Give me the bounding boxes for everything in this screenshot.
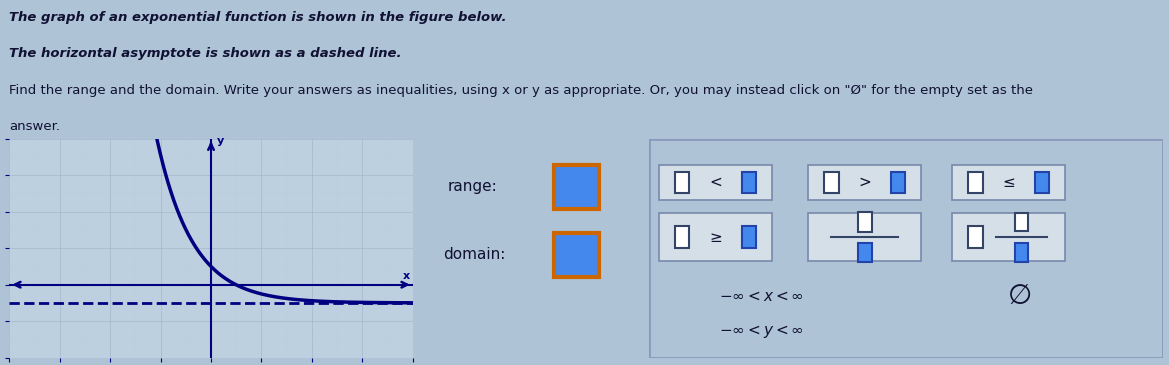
Text: $-\infty < y < \infty$: $-\infty < y < \infty$ [719,323,804,340]
Text: The horizontal asymptote is shown as a dashed line.: The horizontal asymptote is shown as a d… [9,47,402,61]
Text: domain:: domain: [443,247,505,262]
Text: >: > [858,175,871,190]
Bar [742,226,756,248]
Text: x: x [402,271,409,281]
Bar [659,213,773,261]
Text: range:: range: [447,179,497,195]
Text: <: < [710,175,722,190]
Bar [953,165,1065,200]
Text: y: y [217,136,224,146]
Text: $\varnothing$: $\varnothing$ [1007,283,1031,310]
Text: The graph of an exponential function is shown in the figure below.: The graph of an exponential function is … [9,11,507,24]
Bar [1015,243,1029,262]
Bar [659,165,773,200]
Bar [953,213,1065,261]
Bar [824,172,838,193]
Bar [675,172,690,193]
Text: ≤: ≤ [1003,175,1015,190]
Bar [1035,172,1050,193]
Bar [891,172,906,193]
Text: answer.: answer. [9,120,61,134]
Bar [808,213,921,261]
Bar [742,172,756,193]
Bar [858,212,872,232]
Bar [858,243,872,262]
Bar [808,165,921,200]
Text: Find the range and the domain. Write your answers as inequalities, using x or y : Find the range and the domain. Write you… [9,84,1033,97]
Bar [968,172,983,193]
Bar [675,226,690,248]
Bar [1015,212,1029,231]
Bar [553,165,599,209]
Text: $-\infty < x < \infty$: $-\infty < x < \infty$ [719,289,804,304]
Bar [968,226,983,248]
Bar [553,233,599,277]
Text: ≥: ≥ [710,230,722,245]
